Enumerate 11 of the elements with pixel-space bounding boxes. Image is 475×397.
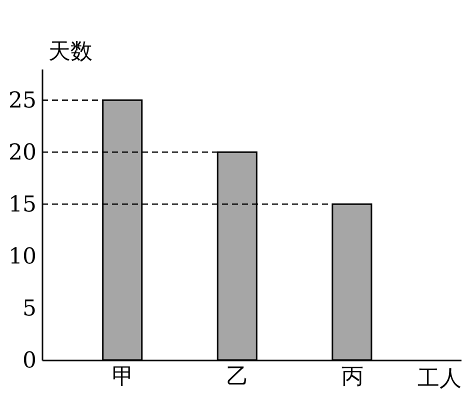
- x-tick-label: 甲: [112, 364, 134, 390]
- y-tick-label: 5: [22, 296, 36, 322]
- y-tick-label: 15: [8, 192, 36, 218]
- y-tick-label: 10: [8, 244, 36, 270]
- y-tick-label: 20: [8, 140, 36, 166]
- y-axis-title: 天数: [48, 40, 92, 64]
- x-axis-title: 工人: [418, 366, 462, 392]
- y-tick-label: 0: [22, 348, 36, 374]
- x-tick-label: 丙: [341, 364, 364, 390]
- x-tick-label: 乙: [226, 364, 249, 390]
- y-tick-label: 25: [8, 88, 36, 114]
